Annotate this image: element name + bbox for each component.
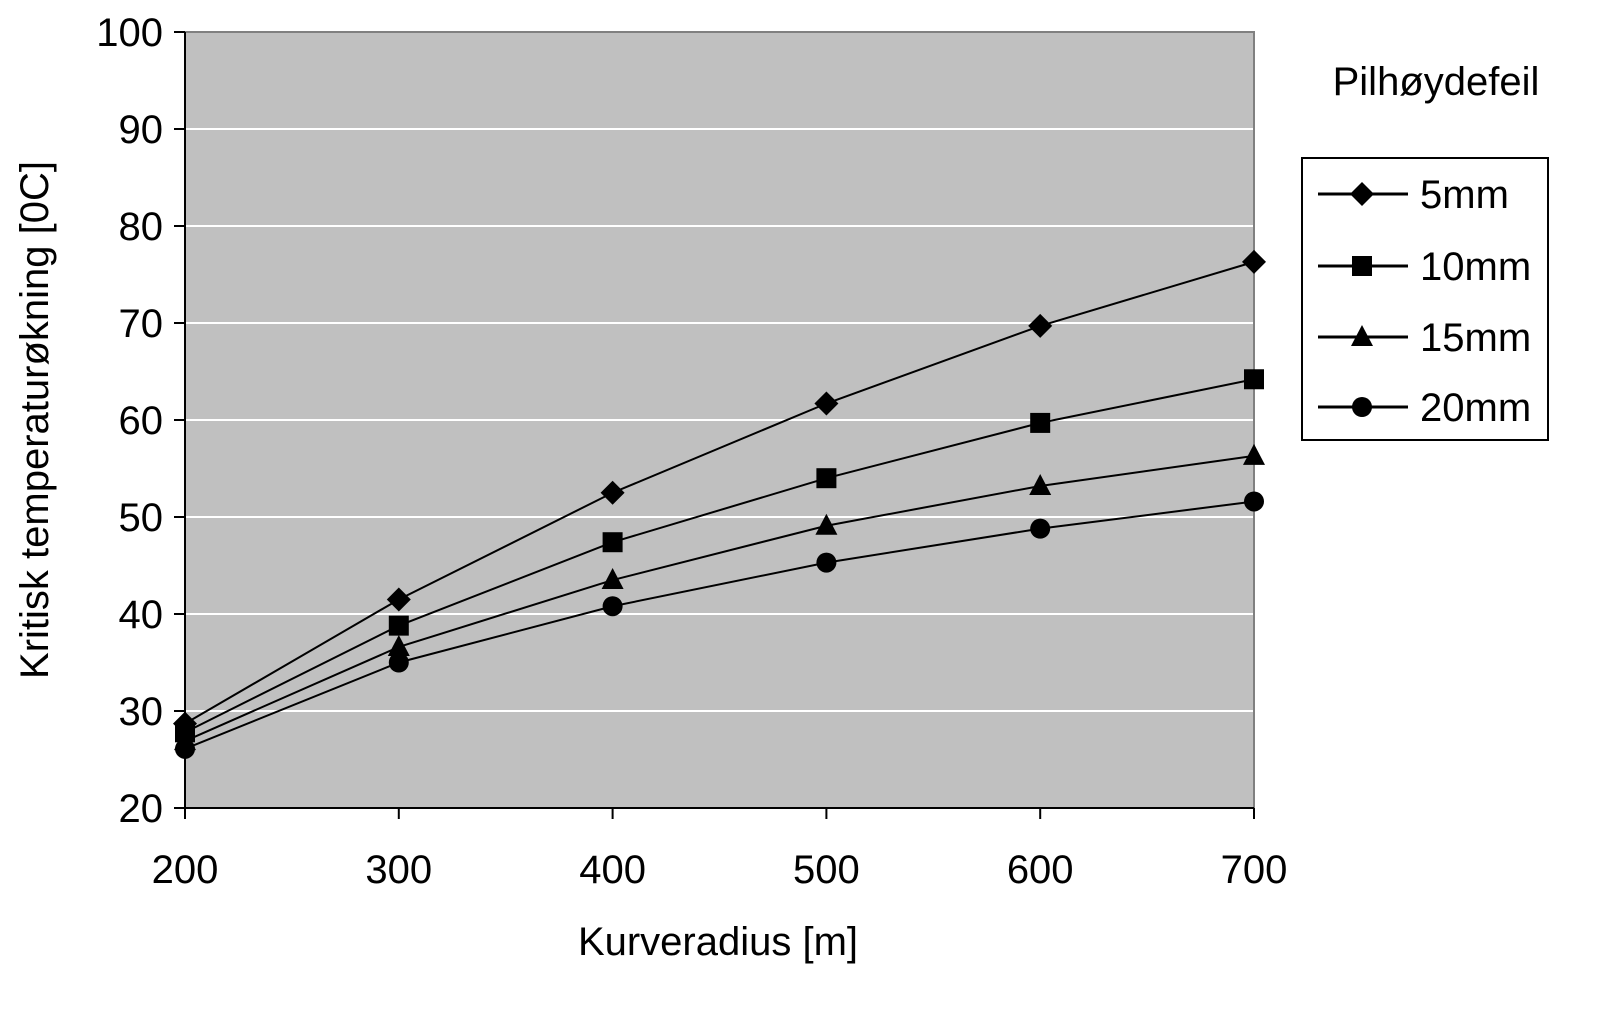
x-axis-label: Kurveradius [m] — [578, 920, 858, 964]
y-tick-label: 100 — [96, 11, 163, 55]
series-line-5mm — [184, 260, 1255, 725]
x-tick-label: 300 — [365, 848, 432, 892]
series-markers — [173, 249, 1266, 759]
legend-entry-label: 10mm — [1420, 245, 1531, 289]
x-tick-label: 400 — [579, 848, 646, 892]
series-lines — [184, 260, 1255, 750]
legend-marker — [1350, 182, 1374, 206]
legend-marker — [1351, 325, 1373, 346]
data-point-10mm — [1030, 412, 1051, 433]
legend-marker — [1352, 397, 1372, 417]
data-point-5mm — [1028, 313, 1053, 338]
gridlines — [185, 128, 1254, 712]
x-tick-label: 200 — [152, 848, 219, 892]
legend-title: Pilhøydefeil — [1333, 60, 1540, 104]
data-point-15mm — [601, 568, 624, 590]
data-point-20mm — [1244, 491, 1264, 512]
y-tick-label: 80 — [119, 205, 164, 249]
x-tick-label: 500 — [793, 848, 860, 892]
data-point-10mm — [388, 615, 409, 636]
series-line-15mm — [184, 454, 1255, 742]
data-point-10mm — [602, 532, 623, 553]
y-tick-label: 50 — [119, 496, 164, 540]
data-point-15mm — [815, 513, 838, 535]
y-axis: 20 30 40 50 60 70 80 90 100 — [96, 11, 186, 831]
legend-entry-label: 5mm — [1420, 173, 1509, 217]
data-point-10mm — [816, 468, 837, 489]
series-line-10mm — [184, 378, 1255, 734]
data-point-5mm — [600, 480, 625, 505]
x-tick-label: 700 — [1221, 848, 1288, 892]
y-tick-label: 30 — [119, 690, 164, 734]
y-tick-label: 90 — [119, 108, 164, 152]
data-point-20mm — [175, 738, 195, 759]
data-point-5mm — [1242, 249, 1266, 274]
y-tick-label: 40 — [119, 593, 164, 637]
data-point-15mm — [1243, 443, 1265, 465]
x-axis: 200 300 400 500 600 700 — [152, 807, 1288, 892]
legend-entry-label: 15mm — [1420, 316, 1531, 360]
legend: 5mm 10mm 15mm 20mm — [1301, 157, 1549, 441]
data-point-10mm — [1244, 369, 1264, 390]
data-point-5mm — [386, 587, 411, 612]
x-tick-label: 600 — [1007, 848, 1074, 892]
y-tick-label: 70 — [119, 302, 164, 346]
data-point-20mm — [602, 596, 623, 617]
data-point-15mm — [387, 634, 410, 656]
data-point-20mm — [816, 552, 837, 573]
y-tick-label: 20 — [119, 787, 164, 831]
data-point-5mm — [814, 391, 839, 416]
y-axis-label: Kritisk temperaturøkning [0C] — [13, 161, 57, 679]
legend-entry-label: 20mm — [1420, 386, 1531, 430]
legend-box — [1301, 157, 1549, 441]
data-point-20mm — [388, 652, 409, 673]
data-point-15mm — [1029, 473, 1052, 495]
data-point-20mm — [1030, 518, 1051, 539]
legend-marker — [1352, 256, 1372, 276]
y-tick-label: 60 — [119, 399, 164, 443]
series-line-20mm — [184, 500, 1255, 750]
